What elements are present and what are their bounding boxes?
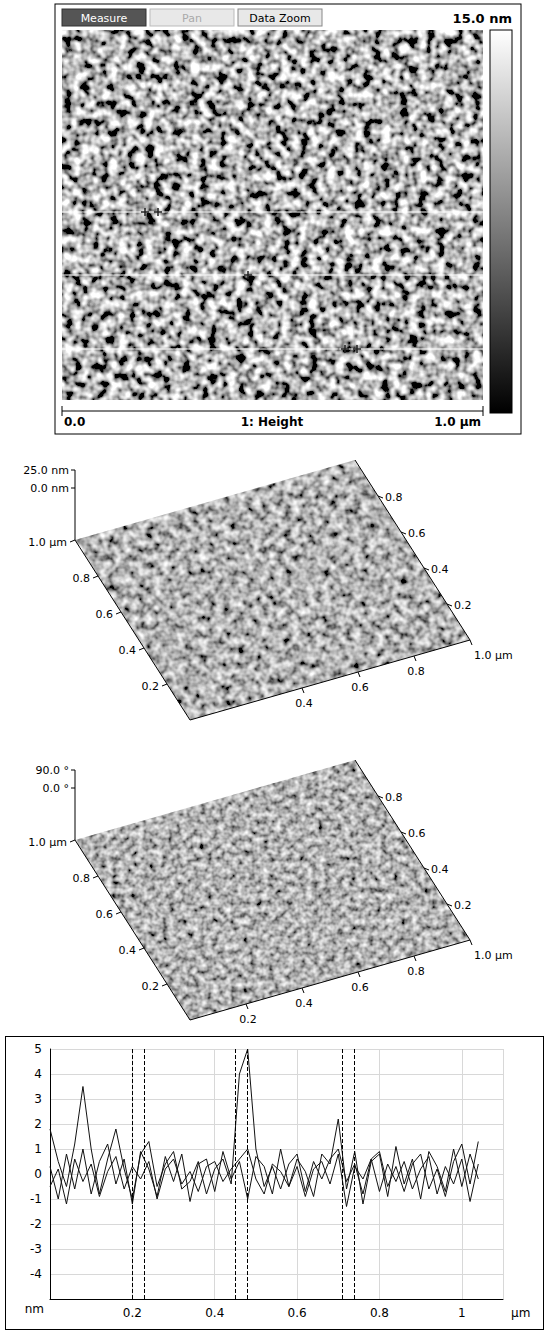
- svg-text:nm: nm: [25, 1302, 44, 1316]
- svg-text:0.4: 0.4: [431, 563, 449, 576]
- svg-text:Pan: Pan: [182, 12, 202, 25]
- svg-text:0.4: 0.4: [119, 644, 137, 657]
- svg-text:90.0 °: 90.0 °: [36, 764, 70, 777]
- svg-text:1.0 µm: 1.0 µm: [28, 836, 67, 849]
- svg-text:1: Height: 1: Height: [241, 415, 304, 429]
- svg-text:0.4: 0.4: [119, 944, 137, 957]
- svg-text:0.4: 0.4: [295, 697, 313, 710]
- svg-text:µm: µm: [511, 1306, 530, 1320]
- svg-text:0.6: 0.6: [288, 1306, 307, 1320]
- svg-text:0.4: 0.4: [431, 863, 449, 876]
- svg-text:0.4: 0.4: [295, 997, 313, 1010]
- svg-text:0.6: 0.6: [96, 908, 114, 921]
- svg-text:0.2: 0.2: [142, 980, 160, 993]
- svg-text:0.8: 0.8: [73, 872, 91, 885]
- svg-text:-4: -4: [30, 1267, 42, 1281]
- svg-text:-1: -1: [30, 1192, 42, 1206]
- svg-text:0.8: 0.8: [73, 572, 91, 585]
- svg-text:0.8: 0.8: [407, 665, 425, 678]
- svg-text:1: 1: [458, 1306, 466, 1320]
- svg-text:-2: -2: [30, 1217, 42, 1231]
- svg-text:-3: -3: [30, 1242, 42, 1256]
- svg-text:0.2: 0.2: [123, 1306, 142, 1320]
- svg-text:1.0 µm: 1.0 µm: [28, 536, 67, 549]
- svg-text:15.0 nm: 15.0 nm: [453, 11, 512, 26]
- svg-text:0.6: 0.6: [351, 681, 369, 694]
- svg-text:Data Zoom: Data Zoom: [249, 12, 310, 25]
- svg-text:0.2: 0.2: [239, 1013, 257, 1026]
- svg-text:0: 0: [34, 1167, 42, 1181]
- svg-text:0.2: 0.2: [454, 599, 472, 612]
- svg-text:0.8: 0.8: [385, 491, 403, 504]
- svg-text:3: 3: [34, 1092, 42, 1106]
- svg-text:1.0 µm: 1.0 µm: [474, 949, 513, 962]
- svg-text:25.0 nm: 25.0 nm: [23, 464, 69, 477]
- svg-text:0.6: 0.6: [408, 527, 426, 540]
- svg-text:1.0 µm: 1.0 µm: [434, 415, 481, 429]
- svg-text:5: 5: [34, 1042, 42, 1056]
- svg-text:0.4: 0.4: [205, 1306, 224, 1320]
- svg-text:1.0 µm: 1.0 µm: [474, 649, 513, 662]
- svg-text:0.6: 0.6: [96, 608, 114, 621]
- svg-text:0.0 °: 0.0 °: [43, 782, 70, 795]
- svg-text:0.8: 0.8: [385, 791, 403, 804]
- svg-text:Measure: Measure: [81, 12, 128, 25]
- svg-text:0.2: 0.2: [142, 680, 160, 693]
- svg-text:0.8: 0.8: [370, 1306, 389, 1320]
- svg-text:0.0: 0.0: [64, 415, 85, 429]
- svg-text:0.6: 0.6: [351, 981, 369, 994]
- svg-text:4: 4: [34, 1067, 42, 1081]
- svg-text:0.6: 0.6: [408, 827, 426, 840]
- svg-text:2: 2: [34, 1117, 42, 1131]
- svg-text:0.8: 0.8: [407, 965, 425, 978]
- svg-text:0.0 nm: 0.0 nm: [30, 482, 69, 495]
- svg-text:1: 1: [34, 1142, 42, 1156]
- svg-text:0.2: 0.2: [454, 899, 472, 912]
